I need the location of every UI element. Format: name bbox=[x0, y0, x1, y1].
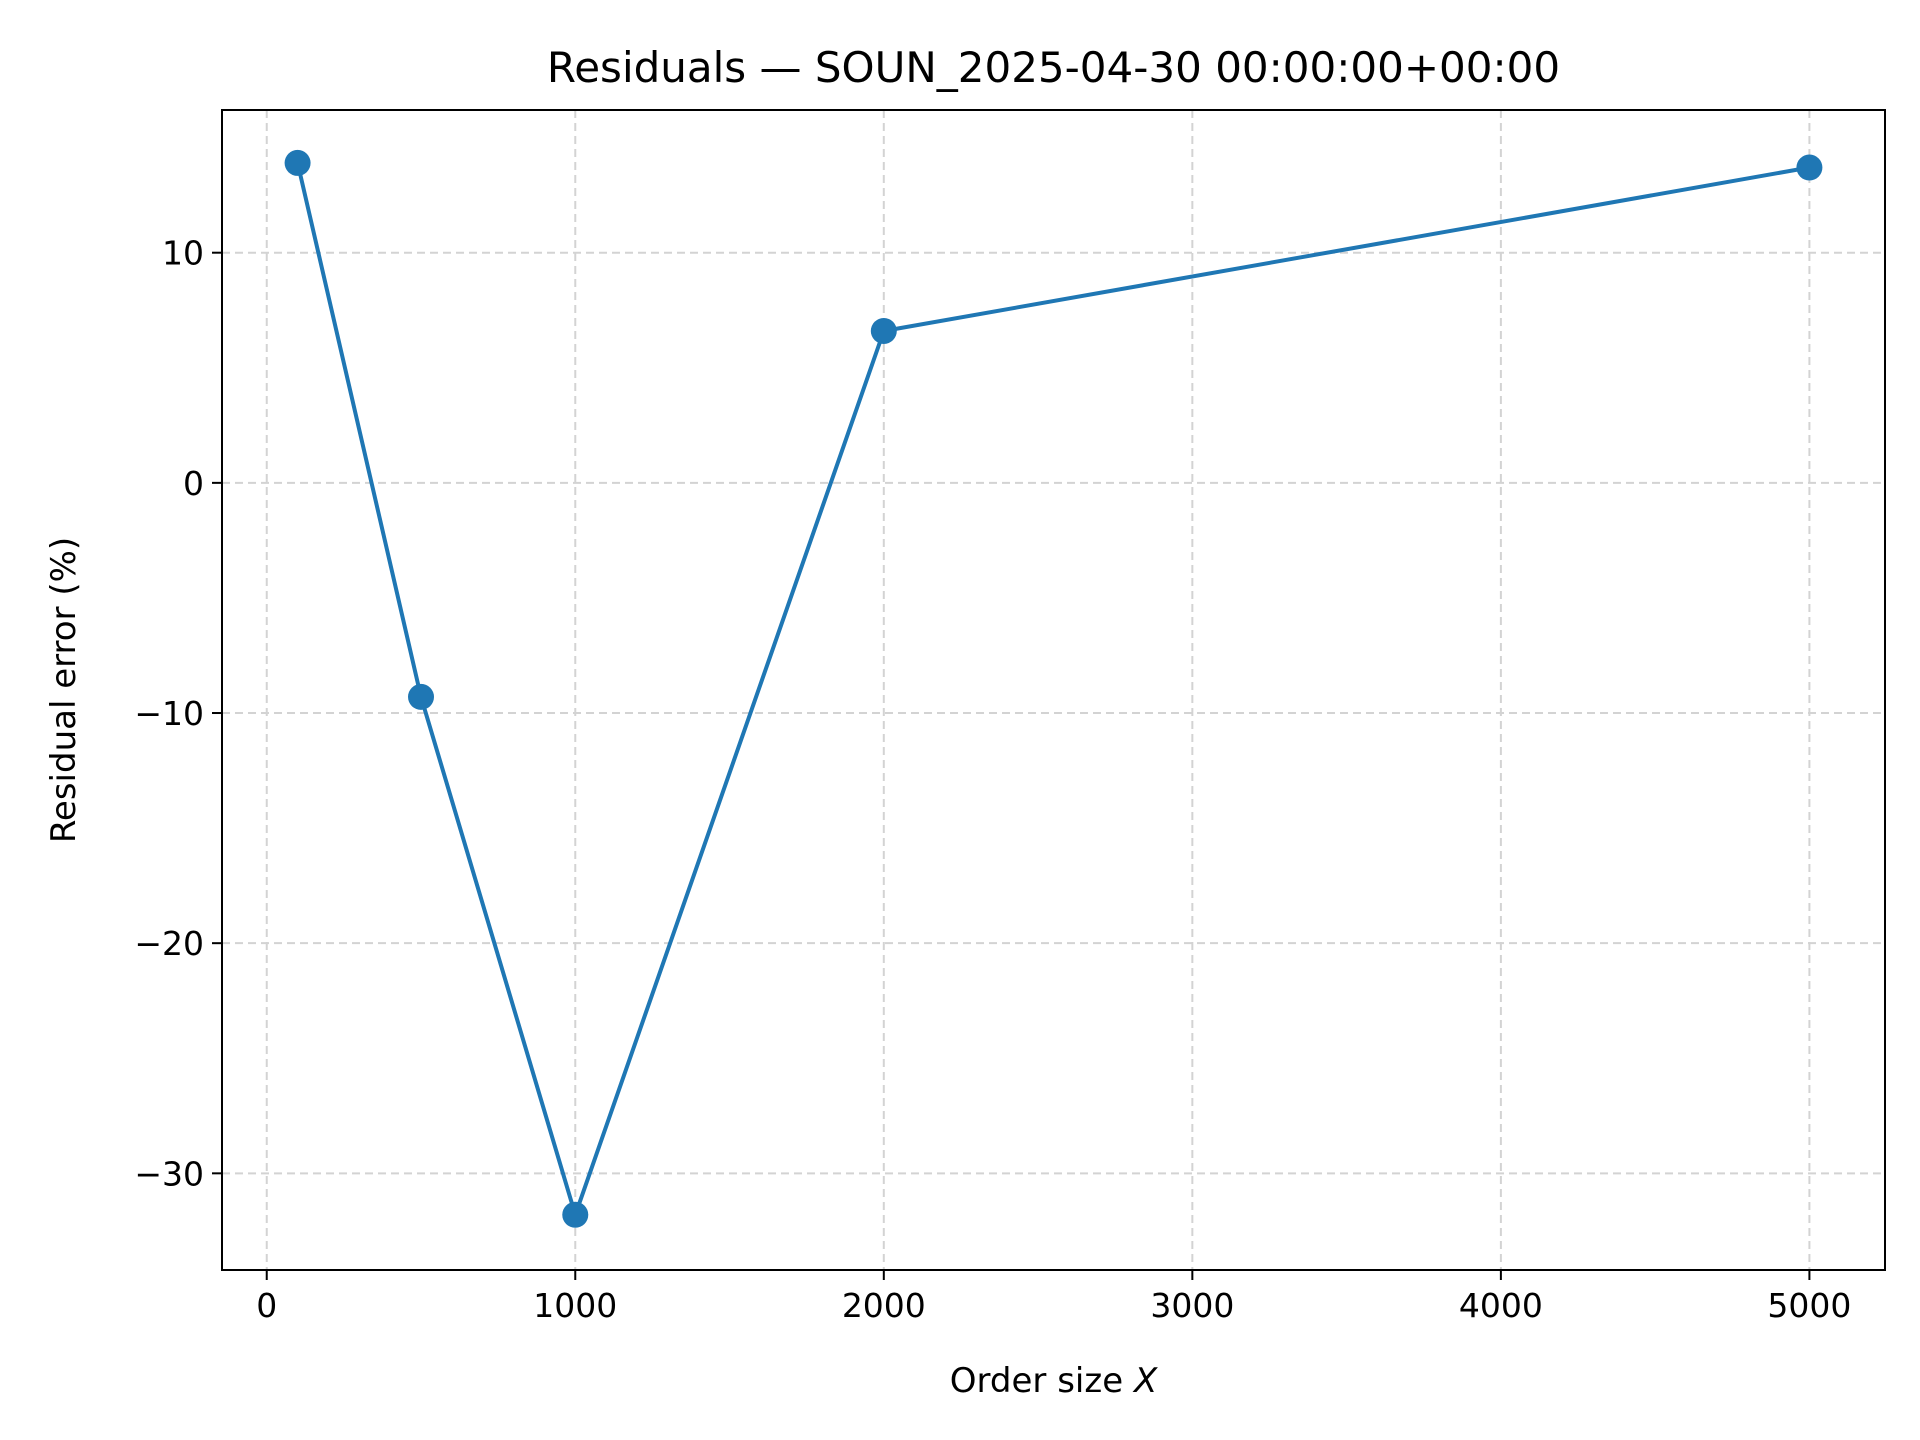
data-point bbox=[284, 149, 311, 176]
x-tick-label: 1000 bbox=[533, 1286, 617, 1325]
x-axis-label-text: Order size bbox=[950, 1361, 1134, 1401]
x-axis-label: Order size X bbox=[950, 1361, 1158, 1401]
data-point bbox=[408, 683, 435, 710]
x-tick-label: 2000 bbox=[842, 1286, 926, 1325]
plot-frame bbox=[221, 109, 1886, 1271]
y-axis-label: Residual error (%) bbox=[44, 537, 84, 843]
y-tick-label: 10 bbox=[162, 234, 204, 273]
y-tick-label: 0 bbox=[183, 464, 204, 503]
data-point bbox=[562, 1201, 589, 1228]
y-tick-label: −10 bbox=[134, 694, 204, 733]
x-tick-label: 0 bbox=[256, 1286, 277, 1325]
grid-lines bbox=[222, 110, 1885, 1270]
chart-title: Residuals — SOUN_2025-04-30 00:00:00+00:… bbox=[547, 43, 1560, 92]
series-layer bbox=[284, 149, 1823, 1228]
data-point bbox=[1796, 154, 1823, 181]
x-tick-label: 3000 bbox=[1150, 1286, 1234, 1325]
x-tick-label: 4000 bbox=[1459, 1286, 1543, 1325]
x-tick-label: 5000 bbox=[1767, 1286, 1851, 1325]
data-point bbox=[870, 317, 897, 344]
y-tick-label: −20 bbox=[134, 924, 204, 963]
axis-ticks: 0 1000 2000 3000 4000 5000 −30 −20 −10 0 10 bbox=[134, 234, 1851, 1325]
x-axis-label-variable: X bbox=[1132, 1361, 1158, 1401]
y-tick-label: −30 bbox=[134, 1154, 204, 1193]
